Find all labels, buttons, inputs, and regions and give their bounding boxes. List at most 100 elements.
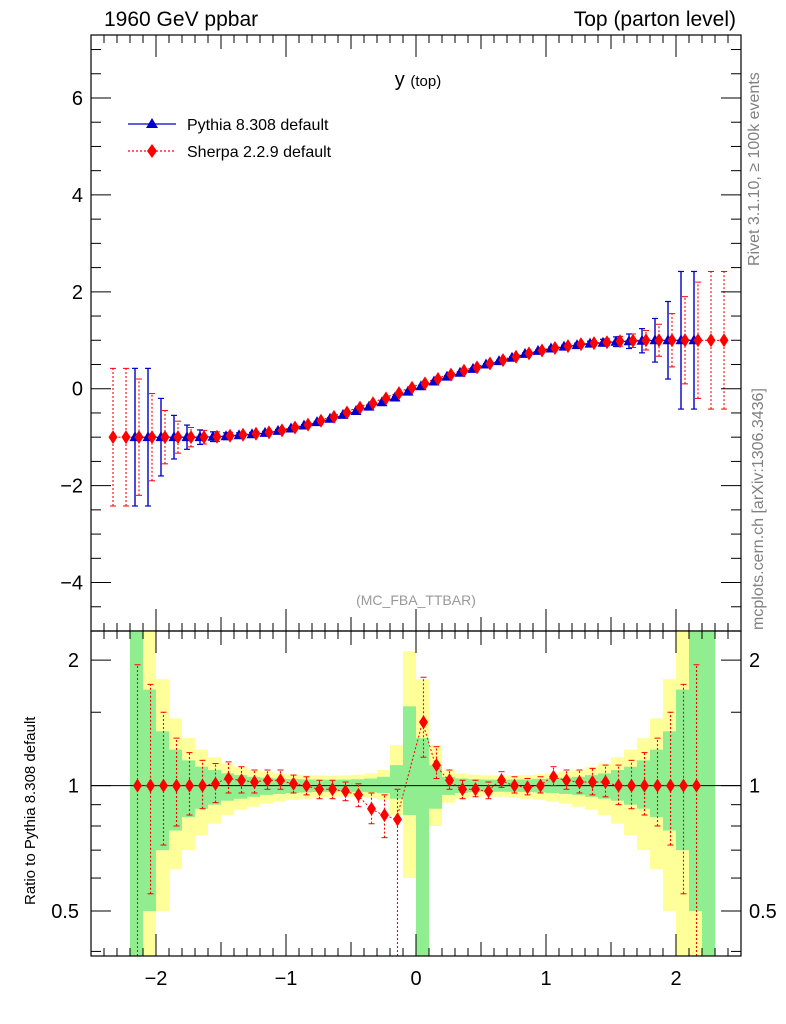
sherpa-marker [121,430,131,445]
pythia-marker [402,385,414,396]
legend-item-sherpa: Sherpa 2.2.9 default [128,144,332,161]
ratio-sherpa-marker [354,787,363,802]
ratio-sherpa-marker [692,778,701,793]
main-ytick-label: 0 [72,379,83,401]
ratio-sherpa-marker [159,778,168,793]
sherpa-marker [342,405,352,420]
ratio-sherpa-marker [536,778,545,793]
sherpa-marker [524,346,534,361]
sherpa-marker [199,430,209,445]
sherpa-marker [537,343,547,358]
green-band-bin [429,765,442,809]
ratio-sherpa-marker [510,778,519,793]
sherpa-marker [381,391,391,406]
sherpa-marker [368,396,378,411]
sherpa-marker [446,367,456,382]
pythia-marker [376,396,388,407]
ratio-sherpa-marker [380,808,389,823]
analysis-watermark: (MC_FBA_TTBAR) [356,592,476,608]
sherpa-marker [394,386,404,401]
ratio-sherpa-marker [289,776,298,791]
sherpa-marker [238,427,248,442]
pythia-series-line [136,339,696,438]
ratio-sherpa-marker [315,782,324,797]
sherpa-marker [407,380,417,395]
sherpa-marker [706,333,716,348]
ratio-sherpa-marker [497,773,506,788]
sherpa-marker [186,430,196,445]
main-ytick-label: 4 [72,185,83,207]
sherpa-marker [433,372,443,387]
ratio-panel: 0.5 0.5 1 1 2 2 −2 −1 0 1 2 [51,630,777,990]
green-band-bin [689,631,702,912]
ratio-sherpa-marker [614,778,623,793]
main-axes: −4 −2 0 2 4 6 [60,34,742,632]
green-band-bin [676,689,689,851]
sherpa-marker [160,430,170,445]
ratio-sherpa-marker [224,771,233,786]
ratio-sherpa-marker [523,780,532,795]
legend-marker-pythia [146,118,158,128]
ratio-xtick-label: 0 [410,968,421,990]
ratio-sherpa-marker [666,778,675,793]
sherpa-marker [719,333,729,348]
ratio-ytick-label-left: 1 [68,776,79,798]
ratio-sherpa-marker [653,778,662,793]
legend-label-pythia: Pythia 8.308 default [187,117,329,134]
sherpa-marker [602,335,612,350]
sherpa-marker [472,360,482,375]
sherpa-marker [251,426,261,441]
ratio-sherpa-marker [445,773,454,788]
ratio-axes: 0.5 0.5 1 1 2 2 −2 −1 0 1 2 [51,630,777,990]
green-band-bin [416,738,429,956]
green-band-bin [702,631,715,956]
sherpa-marker [498,353,508,368]
ratio-sherpa-marker [484,784,493,799]
sherpa-marker [641,333,651,348]
main-ytick-label: −2 [60,476,83,498]
plot-title: y (top) [395,69,441,91]
ratio-data-points [91,664,741,957]
ratio-sherpa-marker [432,758,441,773]
ratio-sherpa-marker [211,776,220,791]
sherpa-marker [212,429,222,444]
sherpa-marker [693,333,703,348]
sherpa-marker [563,339,573,354]
green-band-bin [130,631,143,956]
ratio-sherpa-marker [471,782,480,797]
ratio-sherpa-marker [588,775,597,790]
ratio-sherpa-marker [185,778,194,793]
sherpa-marker [420,376,430,391]
ratio-sherpa-marker [250,775,259,790]
ratio-sherpa-marker [458,782,467,797]
ratio-sherpa-marker [328,782,337,797]
ratio-sherpa-marker [549,769,558,784]
header-left: 1960 GeV ppbar [104,8,259,31]
header-right: Top (parton level) [573,8,736,31]
ratio-sherpa-marker [419,715,428,730]
sherpa-marker [264,425,274,440]
pythia-marker [389,391,401,402]
ratio-ytick-label-left: 0.5 [51,901,79,923]
ratio-sherpa-marker [341,784,350,799]
ratio-sherpa-marker [640,778,649,793]
sherpa-marker [316,413,326,428]
ratio-sherpa-marker [679,778,688,793]
sherpa-marker [108,430,118,445]
legend: Pythia 8.308 default Sherpa 2.2.9 defaul… [128,117,332,161]
main-ytick-label: −4 [60,573,83,595]
sherpa-marker [459,363,469,378]
ratio-xtick-label: −1 [275,968,298,990]
ratio-sherpa-marker [367,801,376,816]
ratio-sherpa-marker [198,778,207,793]
ratio-sherpa-marker [146,778,155,793]
sherpa-marker [680,333,690,348]
ratio-sherpa-marker [393,812,402,827]
legend-label-sherpa: Sherpa 2.2.9 default [187,144,332,161]
sherpa-marker [173,430,183,445]
legend-marker-sherpa [147,144,157,158]
ratio-sherpa-marker [601,775,610,790]
sherpa-marker [355,400,365,415]
ratio-uncertainty-bands [130,631,715,956]
